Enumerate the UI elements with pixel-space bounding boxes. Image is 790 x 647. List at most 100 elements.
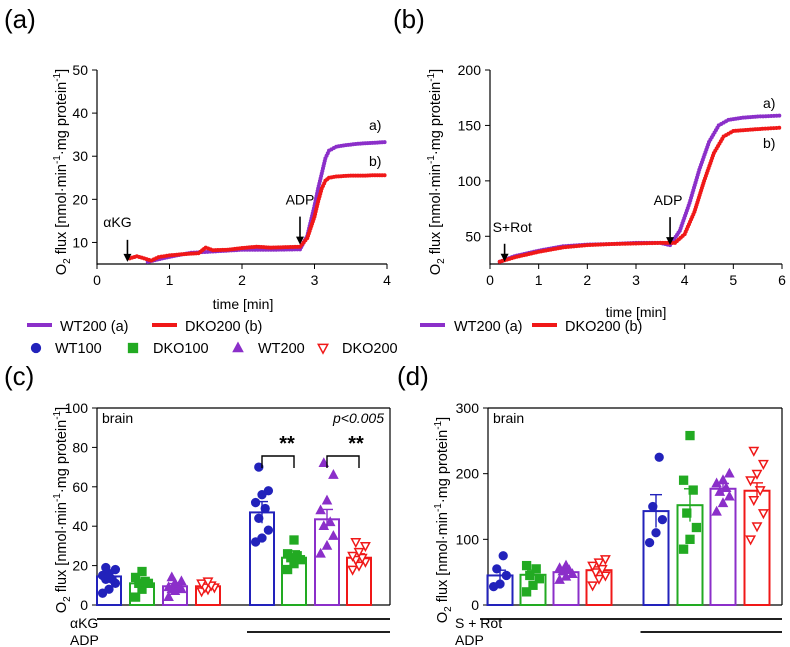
series-end-label-b-0: a) <box>763 95 775 111</box>
data-point-c-0-1 <box>130 572 141 583</box>
x-tick-label-b: 3 <box>632 272 640 288</box>
data-point-d-1-3 <box>751 469 763 480</box>
data-point-c-1-1 <box>282 564 293 575</box>
y-tick-label-a: 50 <box>72 62 88 78</box>
ylabel-a: O2 flux [nmol·min-1·mg protein-1] <box>52 69 73 275</box>
annotation-label-a-0: αKG <box>103 214 131 230</box>
significance-star-2: ** <box>348 433 364 455</box>
chart-marks: 0 1 2 3 4 10 20 30 40 50 a) b) αKG ADP 0 1 2 3 4 5 6 50 100 150… <box>27 62 786 633</box>
data-point-d-1-1 <box>688 485 698 495</box>
data-point-c-1-0 <box>254 513 264 523</box>
legend-bar-label-wt100: WT100 <box>55 341 102 357</box>
panel-label-a: (a) <box>4 4 36 34</box>
data-point-d-0-2 <box>563 564 575 575</box>
data-point-d-0-0 <box>492 564 502 574</box>
significance-star-1: ** <box>279 433 295 455</box>
data-point-c-1-2 <box>318 457 330 468</box>
data-point-c-0-0 <box>110 564 121 575</box>
ylabel-d: O2 flux [nmol·min-1·mg protein-1] <box>433 417 454 623</box>
substrate-label-akg: αKG <box>70 615 98 631</box>
y-tick-label-b: 50 <box>465 228 481 244</box>
bar-c-1-wt200 <box>314 518 340 606</box>
data-point-c-1-2 <box>321 494 333 505</box>
y-tick-label-b: 100 <box>458 173 482 189</box>
x-tick-label-b: 5 <box>729 272 737 288</box>
series-end-label-a-0: a) <box>369 117 381 133</box>
x-tick-label-b: 4 <box>681 272 689 288</box>
y-tick-label-d: 0 <box>471 597 479 613</box>
y-tick-label-d: 100 <box>456 531 480 547</box>
data-point-d-1-0 <box>644 537 655 548</box>
data-point-c-0-2 <box>163 591 174 601</box>
series-end-label-b-1: b) <box>763 135 775 151</box>
series-point-a-0 <box>382 140 387 145</box>
data-point-d-0-2 <box>560 570 572 581</box>
x-tick-label-b: 6 <box>778 272 786 288</box>
y-tick-label-c: 80 <box>72 439 88 455</box>
data-point-d-1-2 <box>720 482 732 492</box>
annotation-arrow-b-1-head <box>666 237 675 246</box>
data-point-c-1-0 <box>254 462 264 472</box>
data-point-c-1-0 <box>250 497 261 508</box>
data-point-d-1-3 <box>748 495 760 507</box>
data-point-d-0-3 <box>587 561 599 572</box>
data-point-d-1-2 <box>717 497 729 508</box>
data-point-c-1-2 <box>328 530 339 540</box>
series-point-b-0 <box>777 113 782 118</box>
y-tick-label-a: 40 <box>72 105 88 121</box>
data-point-c-1-2 <box>315 547 326 558</box>
legend-marker-wt100 <box>30 342 42 354</box>
y-tick-label-d: 200 <box>456 466 480 482</box>
legend-bar-label-wt200: WT200 <box>258 341 305 357</box>
data-point-d-0-0 <box>501 570 512 581</box>
data-point-c-1-2 <box>315 504 326 515</box>
data-point-c-1-1 <box>289 535 299 545</box>
data-point-d-1-3 <box>745 476 757 487</box>
y-tick-label-b: 150 <box>458 117 482 133</box>
data-point-d-1-3 <box>751 522 763 533</box>
data-point-d-1-3 <box>748 446 760 457</box>
data-point-d-0-1 <box>525 570 535 581</box>
inner-label-d: brain <box>493 410 524 426</box>
data-point-d-0-3 <box>593 574 605 585</box>
annotation-arrow-b-0-head <box>500 253 509 262</box>
data-point-d-1-2 <box>724 467 735 478</box>
data-point-c-1-0 <box>263 525 274 535</box>
data-point-c-1-3 <box>353 547 365 558</box>
data-point-d-1-3 <box>757 459 769 470</box>
y-tick-label-c: 40 <box>72 518 88 534</box>
y-tick-label-c: 0 <box>80 597 88 613</box>
x-tick-label-a: 2 <box>238 272 246 288</box>
series-point-b-1 <box>777 125 782 130</box>
data-point-d-1-0 <box>654 452 664 462</box>
legend-bar-label-dko200: DKO200 <box>342 341 398 357</box>
data-point-c-1-1 <box>292 551 302 561</box>
x-tick-label-a: 3 <box>311 272 319 288</box>
data-point-d-0-3 <box>596 564 608 576</box>
legend-top-a-label-dko200: DKO200 (b) <box>185 319 262 335</box>
x-tick-label-b: 1 <box>535 272 543 288</box>
data-point-c-1-3 <box>350 538 362 549</box>
data-point-c-0-0 <box>104 584 114 594</box>
annotation-arrow-a-1-head <box>296 236 304 245</box>
legend-top-a-label-wt200: WT200 (a) <box>60 319 129 335</box>
data-point-c-1-3 <box>347 565 359 576</box>
data-point-c-0-2 <box>166 571 178 582</box>
data-point-d-1-1 <box>685 534 695 544</box>
x-tick-label-b: 2 <box>583 272 591 288</box>
data-point-d-1-2 <box>717 474 729 485</box>
data-point-d-0-3 <box>593 558 605 569</box>
data-point-d-0-2 <box>554 562 565 573</box>
inner-label-c: brain <box>102 410 133 426</box>
data-point-c-1-2 <box>324 516 336 527</box>
legend-top-b-label-dko200: DKO200 (b) <box>565 319 642 335</box>
y-tick-label-d: 300 <box>456 400 480 416</box>
data-point-c-1-0 <box>257 533 267 543</box>
x-tick-label-a: 1 <box>166 272 174 288</box>
y-tick-label-b: 200 <box>458 62 482 78</box>
substrate-label-adp-c: ADP <box>70 632 99 647</box>
y-tick-label-c: 100 <box>65 400 89 416</box>
y-tick-label-c: 20 <box>72 558 88 574</box>
data-point-c-0-3 <box>196 579 208 590</box>
data-point-d-0-3 <box>587 581 599 592</box>
